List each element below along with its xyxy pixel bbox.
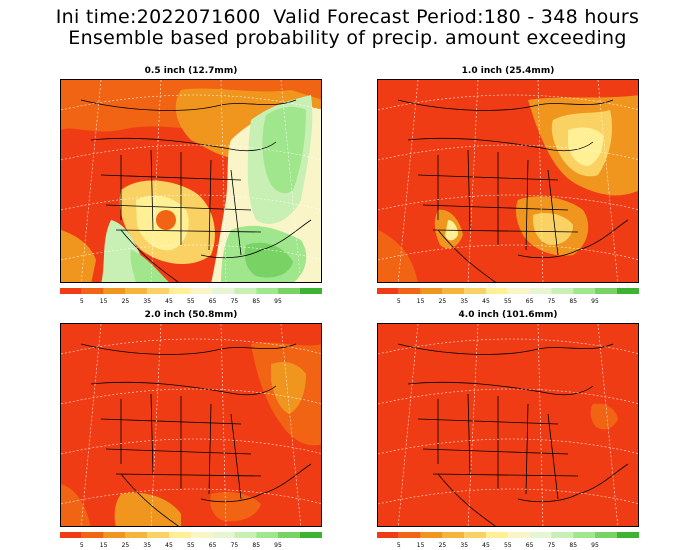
- colorbar-label: 25: [439, 298, 447, 305]
- colorbar-label: 75: [548, 542, 556, 549]
- colorbar-label: 85: [569, 298, 577, 305]
- probability-map: [377, 323, 639, 527]
- colorbar: 5 15 25 35 45 55 65 75 85 95: [377, 532, 639, 549]
- map-svg: [378, 80, 638, 282]
- colorbar-label: 75: [231, 298, 239, 305]
- colorbar-label: 85: [252, 298, 260, 305]
- header-line-1: Ini time:2022071600 Valid Forecast Perio…: [55, 6, 640, 28]
- colorbar-label: 15: [417, 542, 425, 549]
- colorbar-label: 55: [187, 542, 195, 549]
- map-svg: [378, 324, 638, 526]
- colorbar-label: 95: [274, 542, 282, 549]
- colorbar-label: 15: [100, 298, 108, 305]
- colorbar-label: 25: [122, 542, 130, 549]
- colorbar: 5 15 25 35 45 55 65 75 85 95: [377, 288, 639, 305]
- probability-map: [60, 79, 322, 283]
- colorbar-label: 35: [143, 298, 151, 305]
- colorbar-label: 15: [100, 542, 108, 549]
- map-svg: [61, 324, 321, 526]
- colorbar-label: 45: [165, 298, 173, 305]
- colorbar-label: 15: [417, 298, 425, 305]
- colorbar-label: 65: [526, 298, 534, 305]
- colorbar-label: 95: [591, 298, 599, 305]
- colorbar-label: 25: [122, 298, 130, 305]
- colorbar-label: 55: [504, 298, 512, 305]
- panel-title: 0.5 inch (12.7mm): [144, 66, 238, 76]
- colorbar-label: 45: [482, 298, 490, 305]
- header-line-2: Ensemble based probability of precip. am…: [68, 27, 627, 49]
- colorbar-label: 5: [397, 298, 401, 305]
- colorbar-label: 45: [165, 542, 173, 549]
- colorbar-label: 85: [252, 542, 260, 549]
- colorbar-label: 35: [460, 298, 468, 305]
- colorbar-label: 85: [569, 542, 577, 549]
- map-svg: [61, 80, 321, 282]
- probability-map: [60, 323, 322, 527]
- panel-title: 2.0 inch (50.8mm): [144, 310, 238, 320]
- colorbar-label: 55: [504, 542, 512, 549]
- colorbar-label: 95: [274, 298, 282, 305]
- colorbar-label: 65: [526, 542, 534, 549]
- panel-title: 1.0 inch (25.4mm): [461, 66, 555, 76]
- colorbar-label: 55: [187, 298, 195, 305]
- probability-map: [377, 79, 639, 283]
- colorbar-label: 75: [548, 298, 556, 305]
- colorbar-label: 95: [591, 542, 599, 549]
- colorbar: 5 15 25 35 45 55 65 75 85 95: [60, 532, 322, 549]
- colorbar-label: 75: [231, 542, 239, 549]
- colorbar-label: 35: [143, 542, 151, 549]
- colorbar-label: 65: [209, 542, 217, 549]
- panel-title: 4.0 inch (101.6mm): [458, 310, 558, 320]
- colorbar: 5 15 25 35 45 55 65 75 85 95: [60, 288, 322, 305]
- colorbar-label: 45: [482, 542, 490, 549]
- colorbar-label: 25: [439, 542, 447, 549]
- colorbar-label: 5: [80, 298, 84, 305]
- colorbar-label: 5: [397, 542, 401, 549]
- colorbar-label: 65: [209, 298, 217, 305]
- colorbar-label: 35: [460, 542, 468, 549]
- colorbar-label: 5: [80, 542, 84, 549]
